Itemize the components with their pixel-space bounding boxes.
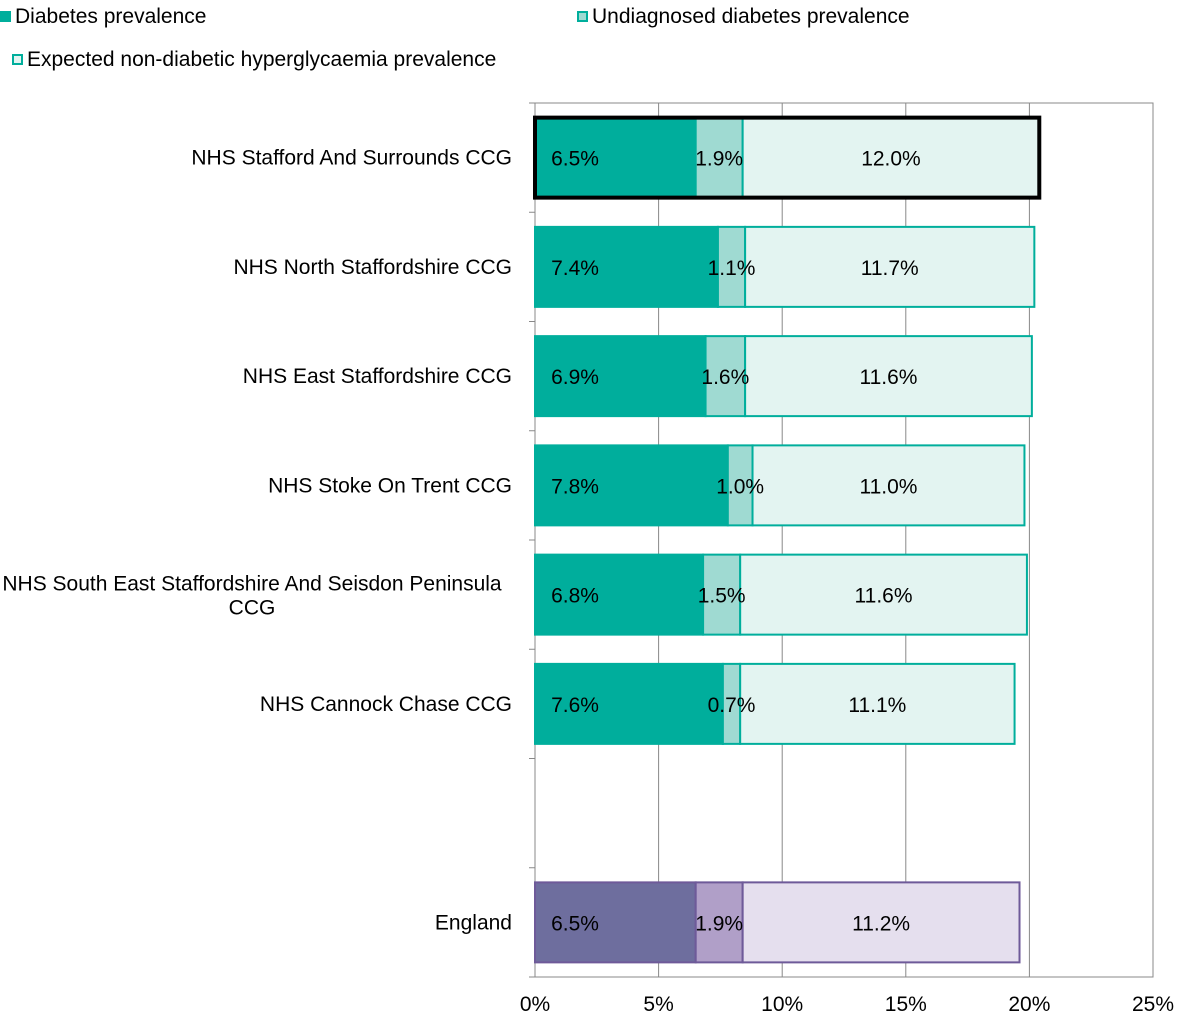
bar-expected xyxy=(739,553,1028,636)
x-tick-label: 10% xyxy=(761,993,803,1016)
data-label-diabetes: 6.9% xyxy=(551,366,599,389)
legend-item-undiagnosed: Undiagnosed diabetes prevalence xyxy=(577,5,910,29)
category-label: NHS North Staffordshire CCG xyxy=(233,256,512,279)
data-label-expected: 11.6% xyxy=(859,366,917,389)
bar-undiagnosed xyxy=(726,444,754,527)
data-label-expected: 12.0% xyxy=(861,148,921,171)
legend-item-expected: Expected non-diabetic hyperglycaemia pre… xyxy=(12,48,496,72)
bar-diabetes xyxy=(534,553,705,636)
category-label: NHS Cannock Chase CCG xyxy=(260,693,512,716)
highlight-outline xyxy=(533,115,1042,200)
legend-label-undiagnosed: Undiagnosed diabetes prevalence xyxy=(592,5,910,28)
bar-expected xyxy=(744,225,1036,308)
data-label-undiagnosed: 1.9% xyxy=(695,148,743,171)
data-label-diabetes: 6.5% xyxy=(551,912,599,935)
bar-diabetes xyxy=(534,444,729,527)
data-label-undiagnosed: 1.0% xyxy=(716,475,764,498)
data-label-diabetes: 7.6% xyxy=(551,694,599,717)
data-label-expected: 11.1% xyxy=(848,694,906,717)
bar-expected xyxy=(744,335,1033,418)
bar-diabetes xyxy=(534,225,719,308)
bar-diabetes xyxy=(534,881,697,964)
x-tick-label: 20% xyxy=(1008,993,1050,1016)
bar-undiagnosed xyxy=(704,335,747,418)
legend-label-diabetes: Diabetes prevalence xyxy=(15,5,207,28)
category-label: NHS Stoke On Trent CCG xyxy=(268,474,512,497)
legend-swatch-diabetes xyxy=(0,11,11,22)
data-label-expected: 11.6% xyxy=(855,585,913,608)
bar-expected xyxy=(751,444,1026,527)
data-label-undiagnosed: 1.6% xyxy=(701,366,749,389)
data-label-expected: 11.0% xyxy=(859,475,917,498)
x-tick-label: 15% xyxy=(885,993,927,1016)
x-tick-label: 0% xyxy=(520,993,550,1016)
bar-undiagnosed xyxy=(694,881,744,964)
bar-expected xyxy=(741,881,1021,964)
category-label: NHS East Staffordshire CCG xyxy=(243,365,512,388)
data-label-diabetes: 6.5% xyxy=(551,148,599,171)
data-label-undiagnosed: 1.5% xyxy=(698,585,746,608)
x-tick-label: 25% xyxy=(1132,993,1174,1016)
data-label-undiagnosed: 0.7% xyxy=(708,694,756,717)
category-label: NHS Stafford And Surrounds CCG xyxy=(191,147,512,170)
data-label-diabetes: 6.8% xyxy=(551,585,599,608)
data-label-expected: 11.7% xyxy=(861,257,919,280)
data-label-diabetes: 7.4% xyxy=(551,257,599,280)
chart-legend: Diabetes prevalence Undiagnosed diabetes… xyxy=(0,0,1178,80)
category-label: England xyxy=(435,911,512,934)
x-tick-label: 5% xyxy=(643,993,673,1016)
legend-swatch-undiagnosed xyxy=(577,11,588,22)
data-label-expected: 11.2% xyxy=(852,912,910,935)
bar-diabetes xyxy=(534,662,724,745)
legend-swatch-expected xyxy=(12,54,23,65)
data-label-undiagnosed: 1.1% xyxy=(708,257,756,280)
legend-item-diabetes: Diabetes prevalence xyxy=(0,5,206,29)
data-label-diabetes: 7.8% xyxy=(551,475,599,498)
data-label-undiagnosed: 1.9% xyxy=(695,912,743,935)
bar-expected xyxy=(739,662,1016,745)
bar-undiagnosed xyxy=(702,553,742,636)
category-label: NHS South East Staffordshire And Seisdon… xyxy=(2,573,502,620)
legend-label-expected: Expected non-diabetic hyperglycaemia pre… xyxy=(27,48,497,71)
